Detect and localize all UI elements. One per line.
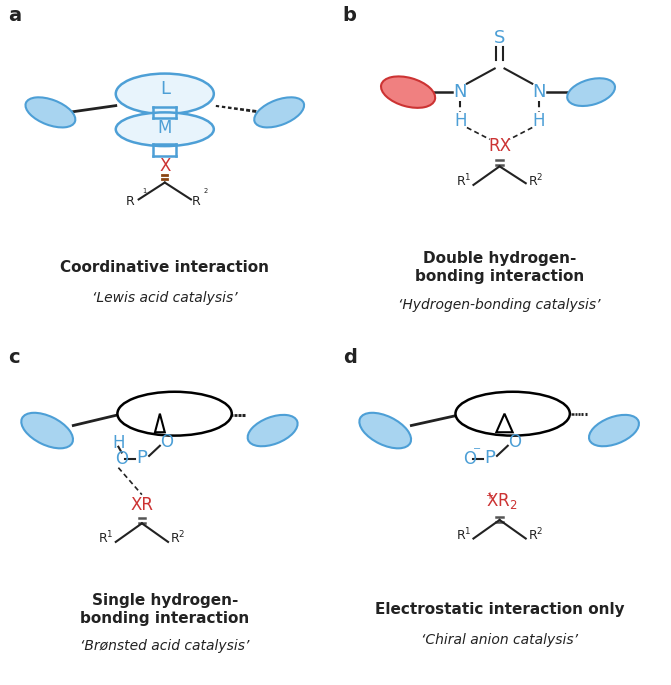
Text: Electrostatic interaction only: Electrostatic interaction only [375,602,625,617]
Text: d: d [343,348,356,367]
Text: N: N [532,83,546,101]
Text: R$^2$: R$^2$ [528,173,544,190]
Text: Single hydrogen-
bonding interaction: Single hydrogen- bonding interaction [80,593,250,625]
Text: $^-$: $^-$ [470,445,482,460]
Text: R: R [191,195,200,208]
Text: R$^1$: R$^1$ [456,527,472,543]
Text: R$^2$: R$^2$ [170,530,186,547]
Text: O: O [115,450,128,469]
Ellipse shape [589,415,639,446]
Text: Double hydrogen-
bonding interaction: Double hydrogen- bonding interaction [415,251,584,284]
Ellipse shape [567,78,615,106]
Text: b: b [343,6,356,25]
Text: ‘Hydrogen-bonding catalysis’: ‘Hydrogen-bonding catalysis’ [399,298,601,312]
Polygon shape [497,414,513,432]
Text: O: O [160,434,173,451]
Text: R$^2$: R$^2$ [528,527,544,543]
Text: Coordinative interaction: Coordinative interaction [60,260,269,275]
Text: H: H [454,112,466,129]
Ellipse shape [117,392,231,436]
Text: ‘Brønsted acid catalysis’: ‘Brønsted acid catalysis’ [80,640,250,653]
Text: S: S [494,29,505,47]
Ellipse shape [116,112,214,146]
Text: M: M [158,119,172,136]
Text: $^+$: $^+$ [482,491,494,505]
Text: R$^1$: R$^1$ [98,530,113,547]
Text: ‘Chiral anion catalysis’: ‘Chiral anion catalysis’ [421,633,578,647]
Ellipse shape [360,413,411,448]
Ellipse shape [21,413,73,448]
Text: $^1$: $^1$ [142,188,148,198]
Ellipse shape [248,415,298,446]
Text: XR$_2$: XR$_2$ [486,491,517,512]
Ellipse shape [25,97,75,127]
Text: X: X [159,157,170,175]
Text: N: N [454,83,467,101]
Text: c: c [8,348,19,367]
Ellipse shape [381,77,435,108]
Text: XR: XR [130,496,154,514]
Text: ‘Lewis acid catalysis’: ‘Lewis acid catalysis’ [92,291,238,305]
Text: O: O [508,434,521,451]
Text: $^2$: $^2$ [203,188,209,198]
Text: R$^1$: R$^1$ [456,173,472,190]
Ellipse shape [254,97,304,127]
Ellipse shape [116,73,214,114]
Text: H: H [112,434,125,452]
Text: a: a [8,6,21,25]
Polygon shape [155,414,165,432]
Text: P: P [484,449,495,466]
Text: H: H [533,112,545,129]
Ellipse shape [456,392,570,436]
Text: R: R [126,195,135,208]
Text: L: L [160,79,170,98]
Text: RX: RX [488,137,511,155]
Text: O: O [463,450,476,469]
Text: P: P [136,449,148,466]
